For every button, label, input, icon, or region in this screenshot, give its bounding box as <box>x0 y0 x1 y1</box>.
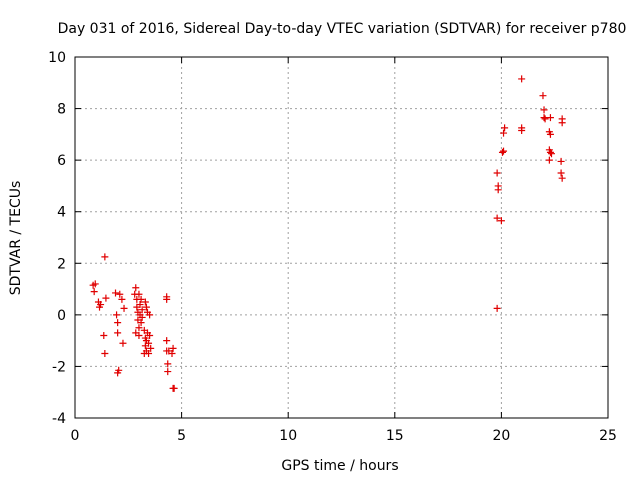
data-point <box>114 369 122 377</box>
data-point <box>169 344 177 352</box>
data-point <box>540 114 548 122</box>
data-point <box>97 301 105 309</box>
x-tick-label: 5 <box>177 428 186 444</box>
data-point <box>120 304 128 312</box>
data-point <box>118 295 126 303</box>
data-point <box>146 331 154 339</box>
x-tick-label: 25 <box>599 428 617 444</box>
data-point <box>135 331 143 339</box>
data-point <box>557 157 565 165</box>
data-point <box>138 306 146 314</box>
y-tick-label: -4 <box>52 411 66 427</box>
data-point <box>493 169 501 177</box>
data-point <box>135 324 143 332</box>
data-point <box>539 92 547 100</box>
y-tick-label: 10 <box>48 50 66 66</box>
data-point <box>545 156 553 164</box>
data-point <box>163 295 171 303</box>
y-tick-label: 4 <box>57 205 66 221</box>
plot-frame <box>74 56 609 419</box>
data-point <box>494 182 502 190</box>
data-point <box>518 75 526 83</box>
data-point <box>558 174 566 182</box>
data-point <box>147 344 155 352</box>
data-point <box>137 295 145 303</box>
data-point <box>541 115 549 123</box>
data-point <box>135 290 143 298</box>
x-tick-label: 15 <box>386 428 404 444</box>
data-point <box>100 331 108 339</box>
y-tick-labels: -4 -2 0 2 4 6 8 10 <box>48 50 66 427</box>
data-point <box>119 339 127 347</box>
data-point <box>101 350 109 358</box>
data-point <box>145 339 153 347</box>
data-points <box>89 75 566 392</box>
data-point <box>518 124 526 132</box>
x-tick-label: 10 <box>279 428 297 444</box>
data-point <box>113 311 121 319</box>
data-point <box>137 319 145 327</box>
data-point <box>90 288 98 296</box>
data-point <box>132 284 140 292</box>
data-point <box>138 313 146 321</box>
y-tick-label: 8 <box>57 102 66 118</box>
x-axis-label: GPS time / hours <box>281 458 398 474</box>
data-point <box>114 329 122 337</box>
data-point <box>136 301 144 309</box>
data-point <box>501 124 509 132</box>
data-point <box>500 129 508 137</box>
axis-ticks <box>74 56 609 419</box>
data-point <box>102 294 110 302</box>
data-point <box>170 384 178 392</box>
data-point <box>493 214 501 222</box>
y-tick-label: 6 <box>57 153 66 169</box>
x-tick-label: 0 <box>71 428 80 444</box>
data-point <box>493 304 501 312</box>
y-tick-label: 2 <box>57 256 66 272</box>
data-point <box>546 148 554 156</box>
y-tick-label: -2 <box>52 359 66 375</box>
data-point <box>142 303 150 311</box>
data-point <box>548 150 556 158</box>
data-point <box>546 130 554 138</box>
data-point <box>497 217 505 225</box>
data-point <box>91 280 99 288</box>
y-tick-label: 0 <box>57 308 66 324</box>
data-point <box>163 337 171 345</box>
x-tick-labels: 0 5 10 15 20 25 <box>71 428 617 444</box>
data-point <box>114 319 122 327</box>
data-point <box>116 290 124 298</box>
data-point <box>112 289 120 297</box>
x-tick-label: 20 <box>492 428 510 444</box>
data-point <box>168 350 176 358</box>
y-axis-label: SDTVAR / TECUs <box>8 181 24 296</box>
data-point <box>558 119 566 127</box>
data-point <box>101 253 109 261</box>
data-point <box>546 114 554 122</box>
data-point <box>557 169 565 177</box>
data-point <box>540 106 548 114</box>
data-point <box>146 311 154 319</box>
chart-title: Day 031 of 2016, Sidereal Day-to-day VTE… <box>58 21 627 37</box>
data-point <box>498 148 506 156</box>
data-point <box>164 368 172 376</box>
data-point <box>164 360 172 368</box>
data-point <box>140 350 148 358</box>
data-point <box>141 298 149 306</box>
data-point <box>500 147 508 155</box>
gridlines <box>75 57 608 418</box>
